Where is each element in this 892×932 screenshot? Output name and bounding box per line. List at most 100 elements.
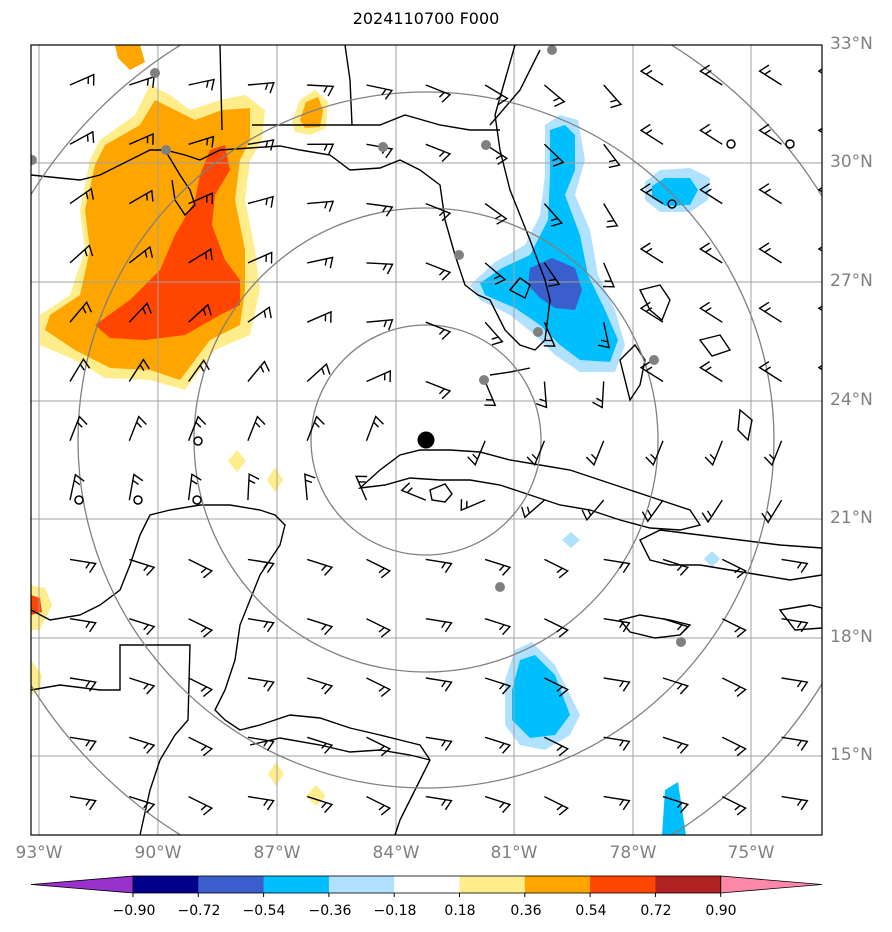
- wind-barb: [758, 242, 782, 264]
- wind-barb: [698, 301, 723, 323]
- wind-barb: [188, 795, 214, 816]
- wind-barb: [603, 736, 631, 751]
- station-dot: [479, 375, 489, 385]
- wind-barb: [306, 310, 332, 323]
- lon-label: 87°W: [253, 843, 301, 863]
- calm-circle: [726, 139, 736, 149]
- wind-barb: [187, 415, 207, 442]
- wind-barb: [306, 415, 325, 442]
- wind-barb: [585, 440, 605, 467]
- lat-label: 30°N: [830, 152, 873, 172]
- lon-label: 78°W: [609, 843, 657, 863]
- wind-barb: [698, 242, 723, 264]
- wind-barb: [698, 64, 723, 86]
- wind-barb: [758, 361, 782, 383]
- wind-barb: [721, 558, 747, 579]
- wind-barb: [639, 183, 664, 205]
- cuba: [357, 449, 702, 531]
- wind-barb: [543, 203, 563, 227]
- wind-barb: [366, 795, 392, 816]
- positive-area-gulf-red: [95, 145, 240, 340]
- colorbar-segment: [198, 876, 265, 893]
- wind-barb: [366, 736, 392, 757]
- isla-juventud: [429, 483, 453, 503]
- wind-barb: [484, 795, 512, 814]
- colorbar-tick-label: 0.36: [510, 903, 542, 919]
- wind-barb: [484, 381, 497, 407]
- negative-spot-1: [562, 532, 580, 548]
- wind-barb: [129, 736, 156, 754]
- wind-barb: [188, 618, 214, 638]
- station-dot: [31, 155, 37, 165]
- wind-barb: [188, 359, 210, 382]
- wind-barb: [425, 677, 453, 692]
- wind-barb: [781, 618, 809, 633]
- wind-barb: [69, 73, 95, 86]
- colorbar-tick-label: 0.54: [575, 903, 607, 919]
- wind-barb: [69, 415, 88, 442]
- wind-barb: [701, 499, 723, 524]
- wind-barb: [247, 736, 275, 751]
- lat-label: 21°N: [830, 508, 873, 528]
- wind-barb: [824, 441, 841, 465]
- calm-circle: [785, 139, 795, 149]
- wind-barbs: [69, 64, 866, 872]
- wind-barb: [544, 736, 569, 757]
- lon-label: 90°W: [134, 843, 182, 863]
- wind-barb: [425, 618, 453, 633]
- state-border-4: [489, 49, 541, 126]
- lon-label: 81°W: [490, 843, 538, 863]
- jamaica: [618, 614, 692, 639]
- wind-barb: [592, 381, 605, 409]
- station-dot: [495, 582, 505, 592]
- wind-barb: [304, 473, 316, 501]
- wind-barb: [188, 303, 212, 323]
- wind-barb: [247, 415, 266, 442]
- wind-barb: [366, 618, 392, 638]
- colorbar-segment: [328, 876, 395, 893]
- colorbar-tick-label: 0.90: [705, 903, 737, 919]
- wind-barb: [69, 558, 97, 573]
- lat-label: 33°N: [830, 34, 873, 54]
- wind-barb: [188, 558, 214, 579]
- wind-barb: [129, 677, 156, 695]
- colorbar-tick-label: −0.36: [308, 903, 352, 919]
- wind-barb: [366, 369, 392, 383]
- bahamas-5: [737, 408, 753, 442]
- wind-barb: [365, 415, 384, 442]
- wind-barb: [425, 202, 452, 222]
- station-dot: [547, 45, 557, 55]
- wind-barb: [425, 558, 453, 573]
- wind-barb: [543, 84, 566, 108]
- colorbar-segment: [263, 876, 330, 893]
- wind-barb: [544, 677, 569, 697]
- positive-spot-2: [267, 467, 283, 492]
- wind-barb: [366, 262, 394, 275]
- calm-circle: [667, 199, 677, 209]
- wind-barb: [817, 186, 822, 193]
- wind-barb: [841, 856, 866, 872]
- wind-barb: [247, 306, 272, 323]
- wind-barb: [758, 64, 782, 86]
- state-border-2: [219, 45, 223, 131]
- negative-spot-2: [704, 551, 720, 567]
- wind-barb: [761, 499, 783, 524]
- wind-barb: [128, 415, 147, 442]
- colorbar-tick-label: 0.18: [444, 903, 476, 919]
- wind-barb: [460, 499, 486, 512]
- wind-barb: [306, 558, 334, 576]
- central-america-border: [31, 644, 191, 835]
- positive-area-north2-core: [300, 97, 323, 128]
- wind-barb: [662, 618, 690, 636]
- wind-barb: [307, 84, 335, 97]
- wind-barb: [484, 84, 509, 106]
- wind-barb: [639, 242, 664, 264]
- wind-barb: [603, 143, 621, 169]
- wind-barb: [598, 322, 611, 349]
- wind-barb: [366, 84, 394, 100]
- station-dot: [676, 637, 686, 647]
- wind-barb: [69, 244, 94, 264]
- wind-barb: [425, 143, 452, 163]
- wind-barb: [69, 301, 93, 323]
- wind-barb: [603, 203, 619, 228]
